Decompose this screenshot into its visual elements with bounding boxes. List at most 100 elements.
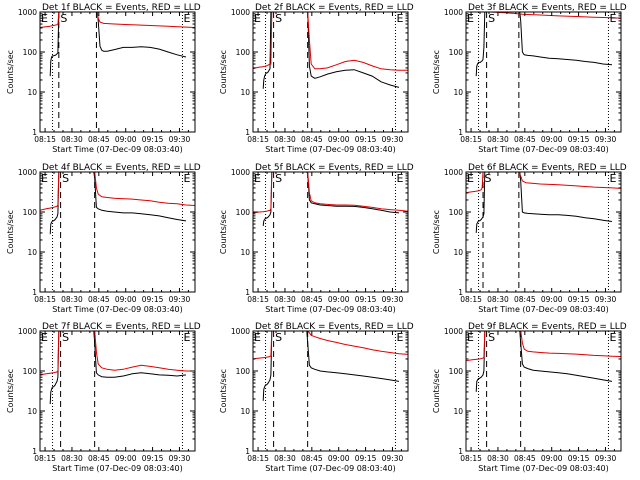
marker-middle-label: S <box>62 331 69 344</box>
marker-start-label: E <box>41 12 48 25</box>
x-tick-label: 09:30 <box>169 454 191 463</box>
y-tick-label: 100 <box>23 48 38 57</box>
x-tick-label: 08:15 <box>247 454 269 463</box>
detector-panel: Det 5f BLACK = Events, RED = LLD 1 10 100 10… <box>219 163 414 314</box>
x-tick-label: 09:00 <box>115 295 137 304</box>
plot-frame <box>39 11 196 133</box>
y-tick-label: 1000 <box>231 327 250 336</box>
marker-start-label: E <box>467 331 474 344</box>
y-tick-label: 1 <box>458 447 463 456</box>
x-tick-label: 09:15 <box>142 454 164 463</box>
y-tick-label: 1000 <box>231 8 250 17</box>
x-tick-label: 08:45 <box>514 135 536 144</box>
series-line-events <box>262 12 400 89</box>
x-tick-label: 08:30 <box>274 454 296 463</box>
x-axis-label: Start Time (07-Dec-09 08:03:40) <box>265 145 396 154</box>
series-line-lld <box>40 172 195 211</box>
marker-middle-label: S <box>488 12 495 25</box>
x-tick-label: 08:45 <box>88 295 110 304</box>
detector-panel: Det 4f BLACK = Events, RED = LLD 1 10 100 10… <box>6 163 201 314</box>
marker-end-label: E <box>609 12 616 25</box>
y-tick-label: 10 <box>240 407 250 416</box>
x-tick-label: 09:00 <box>328 135 350 144</box>
marker-start-label: E <box>467 12 474 25</box>
series-line-events <box>49 331 187 405</box>
y-tick-label: 100 <box>236 367 251 376</box>
plot-frame <box>465 330 622 452</box>
marker-start-label: E <box>254 172 261 185</box>
x-tick-label: 08:45 <box>514 295 536 304</box>
series-line-lld <box>466 172 621 194</box>
panel-title: Det 4f BLACK = Events, RED = LLD <box>42 163 201 173</box>
detector-panel: Det 9f BLACK = Events, RED = LLD 1 10 100 10… <box>432 322 627 473</box>
panel-title: Det 3f BLACK = Events, RED = LLD <box>468 3 627 13</box>
x-tick-label: 09:00 <box>328 454 350 463</box>
marker-start-label: E <box>254 12 261 25</box>
x-tick-label: 09:15 <box>568 295 590 304</box>
panel-title: Det 7f BLACK = Events, RED = LLD <box>42 322 201 332</box>
y-tick-label: 1000 <box>18 168 37 177</box>
x-axis-label: Start Time (07-Dec-09 08:03:40) <box>478 305 609 314</box>
x-tick-label: 08:15 <box>34 135 56 144</box>
x-axis-label: Start Time (07-Dec-09 08:03:40) <box>265 464 396 473</box>
x-tick-label: 09:00 <box>328 295 350 304</box>
plot-frame <box>39 330 196 452</box>
x-axis-label: Start Time (07-Dec-09 08:03:40) <box>52 305 183 314</box>
y-tick-label: 1000 <box>444 327 463 336</box>
marker-start-label: E <box>254 331 261 344</box>
x-tick-label: 09:30 <box>169 135 191 144</box>
marker-end-label: E <box>609 331 616 344</box>
marker-start-label: E <box>467 172 474 185</box>
series-line-lld <box>40 12 195 28</box>
x-tick-label: 08:30 <box>61 295 83 304</box>
series-line-events <box>475 172 613 233</box>
marker-end-label: E <box>183 172 190 185</box>
marker-middle-label: S <box>275 172 282 185</box>
x-tick-label: 09:00 <box>115 135 137 144</box>
x-tick-label: 09:30 <box>382 454 404 463</box>
x-tick-label: 08:45 <box>301 295 323 304</box>
marker-end-label: E <box>609 172 616 185</box>
y-tick-label: 1000 <box>18 8 37 17</box>
detector-panel: Det 2f BLACK = Events, RED = LLD 1 10 100 10… <box>219 3 414 154</box>
x-tick-label: 09:00 <box>115 454 137 463</box>
y-tick-label: 100 <box>236 48 251 57</box>
y-tick-label: 1000 <box>444 168 463 177</box>
panel-title: Det 5f BLACK = Events, RED = LLD <box>255 163 414 173</box>
y-tick-label: 100 <box>236 208 251 217</box>
series-line-events <box>262 331 400 401</box>
y-axis-label: Counts/sec <box>219 50 228 94</box>
series-line-events <box>475 331 613 392</box>
series-line-lld <box>466 331 621 362</box>
x-axis-label: Start Time (07-Dec-09 08:03:40) <box>265 305 396 314</box>
y-tick-label: 10 <box>240 248 250 257</box>
plot-frame <box>465 11 622 133</box>
y-axis-label: Counts/sec <box>432 210 441 254</box>
x-tick-label: 09:00 <box>541 295 563 304</box>
y-axis-label: Counts/sec <box>6 369 15 413</box>
panel-title: Det 1f BLACK = Events, RED = LLD <box>42 3 201 13</box>
x-tick-label: 08:15 <box>247 135 269 144</box>
y-tick-label: 10 <box>453 407 463 416</box>
y-tick-label: 100 <box>449 367 464 376</box>
marker-end-label: E <box>396 172 403 185</box>
x-tick-label: 09:30 <box>595 454 617 463</box>
y-tick-label: 10 <box>27 407 37 416</box>
x-tick-label: 08:30 <box>487 135 509 144</box>
x-tick-label: 08:45 <box>88 135 110 144</box>
y-tick-label: 10 <box>27 88 37 97</box>
x-tick-label: 08:30 <box>274 135 296 144</box>
x-tick-label: 08:45 <box>301 454 323 463</box>
x-tick-label: 08:45 <box>301 135 323 144</box>
y-tick-label: 1 <box>245 128 250 137</box>
x-tick-label: 08:15 <box>247 295 269 304</box>
x-tick-label: 08:30 <box>61 135 83 144</box>
x-tick-label: 09:00 <box>541 454 563 463</box>
series-line-events <box>49 172 187 235</box>
x-tick-label: 08:15 <box>34 295 56 304</box>
plot-frame <box>252 330 409 452</box>
x-tick-label: 09:00 <box>541 135 563 144</box>
x-axis-label: Start Time (07-Dec-09 08:03:40) <box>478 145 609 154</box>
x-tick-label: 09:15 <box>568 135 590 144</box>
x-tick-label: 09:30 <box>595 295 617 304</box>
